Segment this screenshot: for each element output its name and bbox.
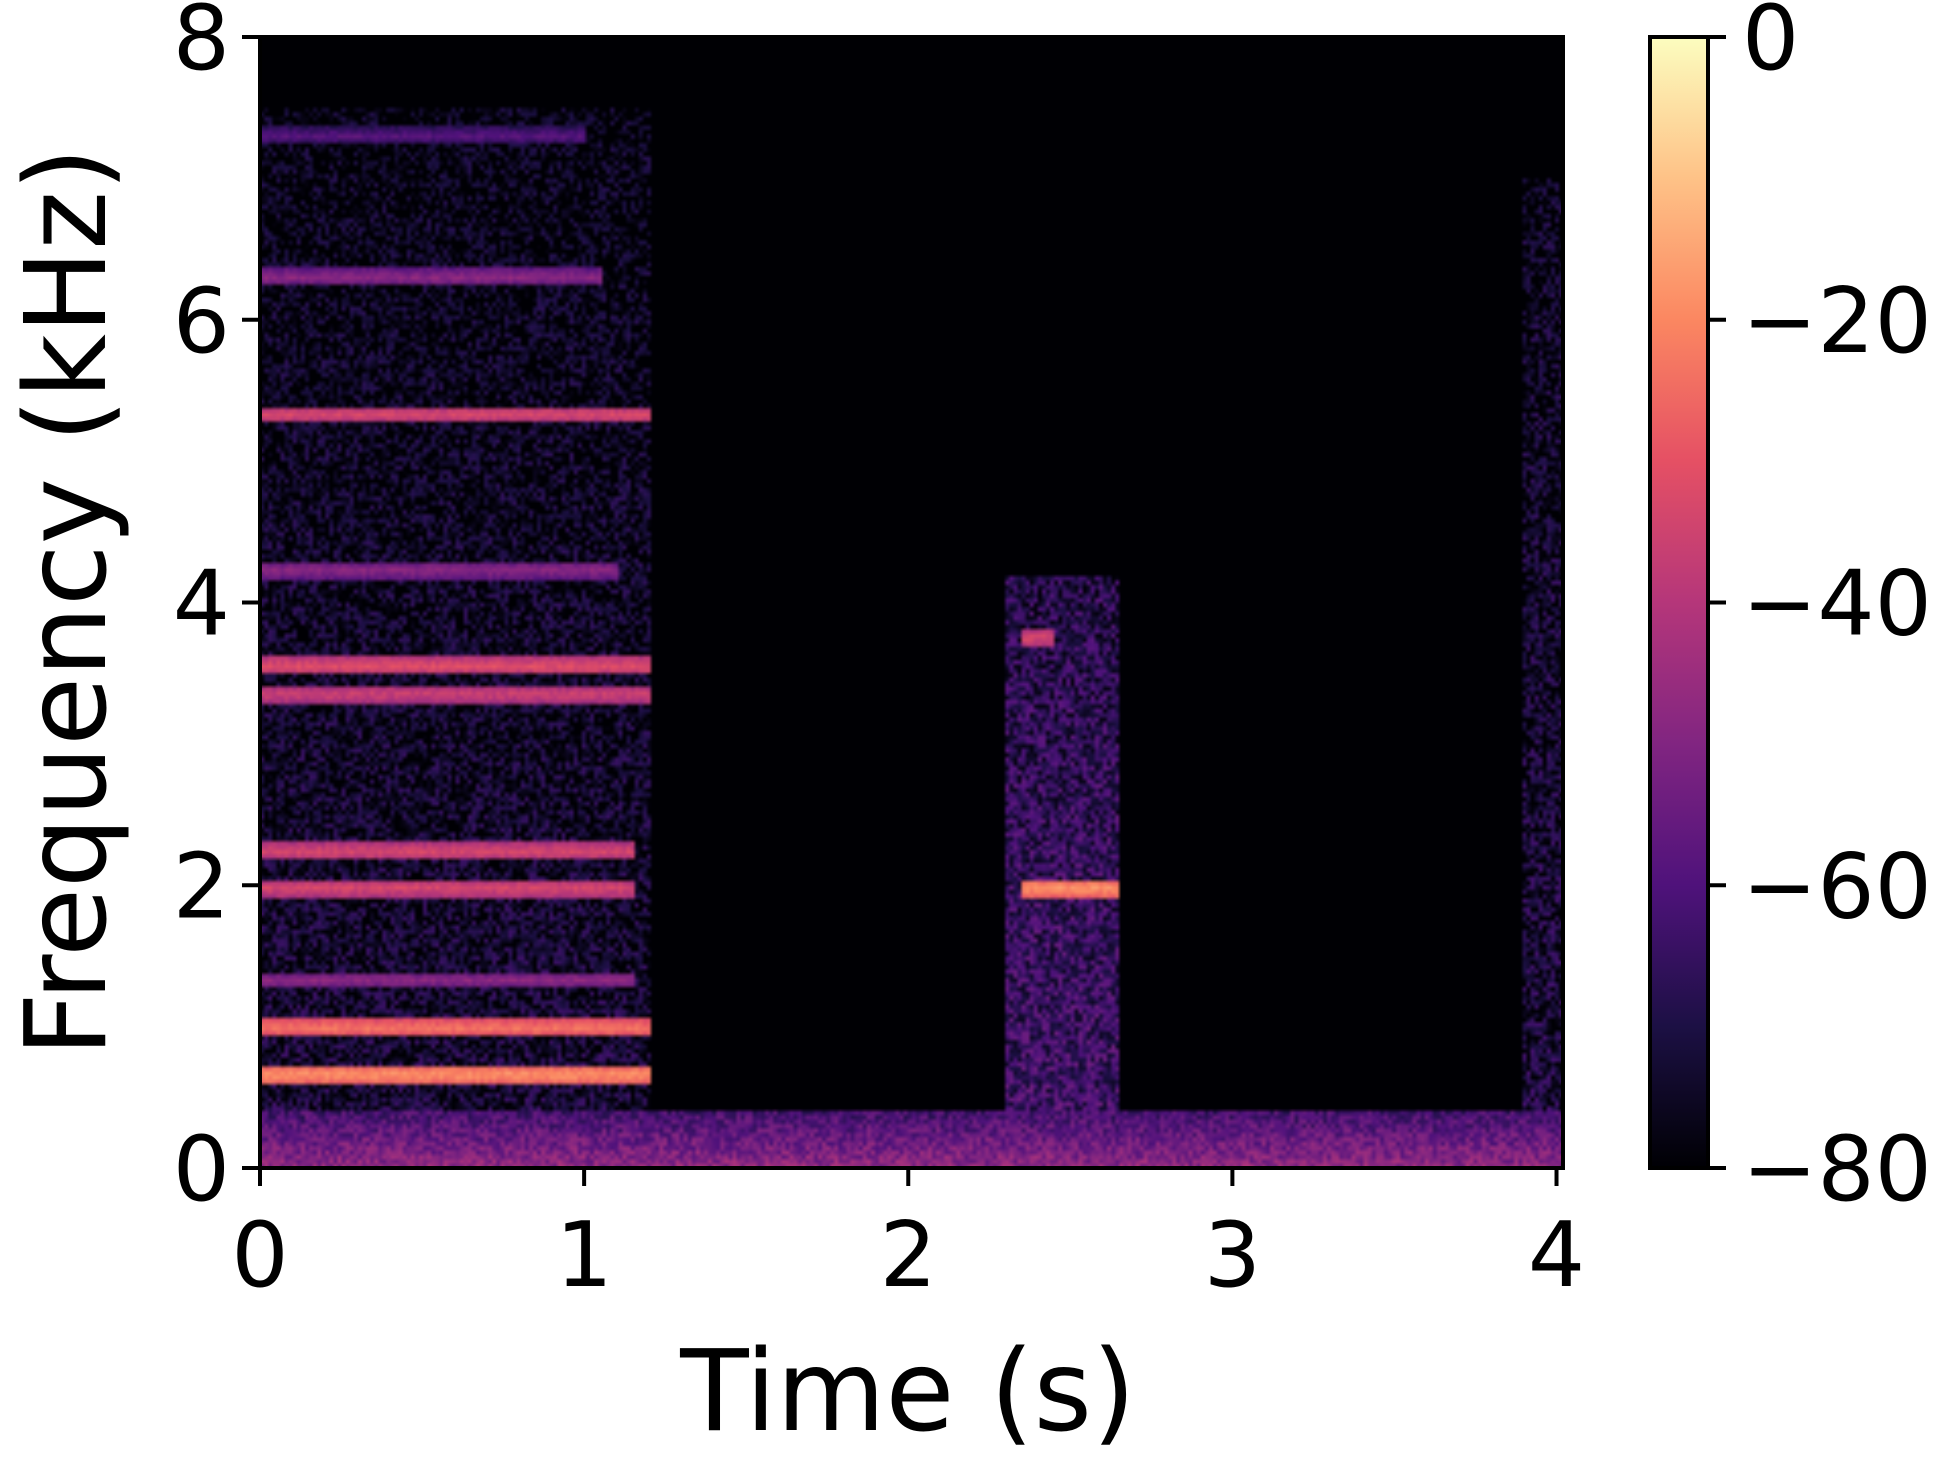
colorbar-gradient [1650, 37, 1708, 1168]
y-tick-label: 0 [173, 1117, 230, 1222]
y-tick-label: 6 [173, 269, 230, 374]
x-axis-ticks: 0 1 2 3 4 [231, 1168, 1585, 1308]
colorbar-tick-label: −60 [1742, 834, 1932, 939]
plot-area [258, 35, 1565, 1170]
colorbar: 0 −20 −40 −60 −80 [1648, 0, 1932, 1222]
x-tick-label: 1 [555, 1203, 612, 1308]
y-tick-label: 8 [173, 0, 230, 91]
x-tick-label: 4 [1528, 1203, 1585, 1308]
x-tick-label: 0 [231, 1203, 288, 1308]
spectrogram-image [260, 37, 1563, 1168]
x-tick-label: 2 [880, 1203, 937, 1308]
colorbar-ticks: 0 −20 −40 −60 −80 [1708, 0, 1932, 1222]
y-tick-label: 4 [173, 552, 230, 657]
colorbar-tick-label: −20 [1742, 269, 1932, 374]
colorbar-tick-label: 0 [1742, 0, 1799, 91]
x-axis-label: Time (s) [679, 1327, 1135, 1457]
y-axis-label: Frequency (kHz) [2, 147, 132, 1056]
y-tick-label: 2 [173, 834, 230, 939]
colorbar-tick-label: −80 [1742, 1117, 1932, 1222]
colorbar-tick-label: −40 [1742, 552, 1932, 657]
y-axis-ticks: 0 2 4 6 8 [173, 0, 260, 1222]
x-tick-label: 3 [1204, 1203, 1261, 1308]
